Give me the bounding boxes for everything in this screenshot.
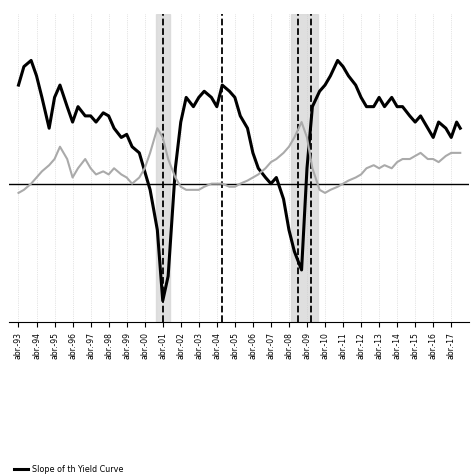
Bar xyxy=(155,14,170,322)
Bar xyxy=(291,14,318,322)
Legend: Slope of th Yield Curve, Net Percentage of Domestic Banks Tightening Standards f: Slope of th Yield Curve, Net Percentage … xyxy=(13,465,383,474)
